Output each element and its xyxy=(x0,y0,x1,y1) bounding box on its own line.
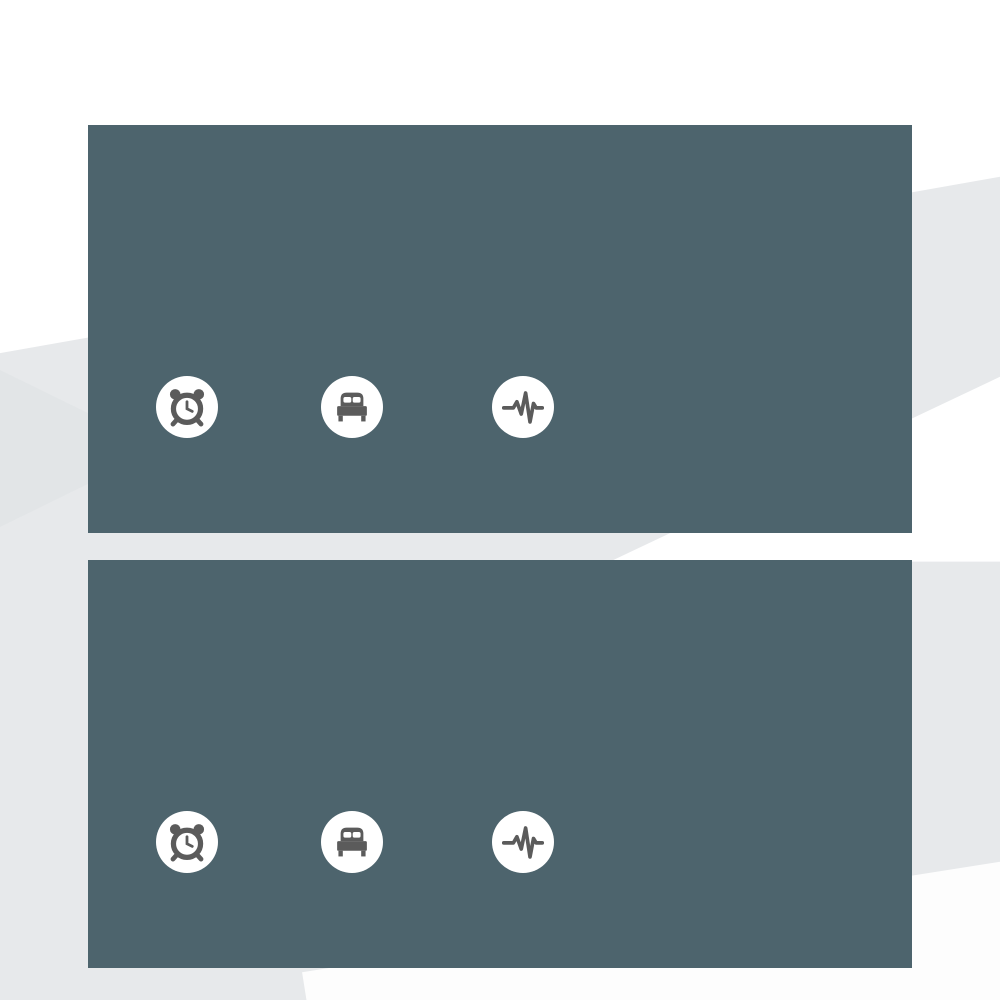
after-panel xyxy=(88,560,912,968)
y-axis-label-20db xyxy=(112,238,198,272)
alarm-clock-icon xyxy=(169,389,205,427)
bed-icon xyxy=(337,392,367,422)
page-title xyxy=(0,36,1000,112)
pulse-icon xyxy=(502,391,544,424)
y-axis-label-30db xyxy=(112,637,198,671)
y-axis-label-10db xyxy=(112,710,198,744)
pulse-icon xyxy=(502,826,544,859)
snore-waveform-chart-before xyxy=(205,150,855,339)
stat-sleep-duration-icon-wrap xyxy=(321,811,383,873)
y-axis-label-40db xyxy=(112,166,198,200)
y-axis-label-20db xyxy=(112,673,198,707)
y-axis-label-10db xyxy=(112,275,198,309)
stat-snore-time-icon-wrap xyxy=(492,376,554,438)
stat-time-range-icon-wrap xyxy=(156,376,218,438)
stat-snore-time-icon-wrap xyxy=(492,811,554,873)
snore-score-gauge-after xyxy=(635,794,855,914)
stat-sleep-duration-icon-wrap xyxy=(321,376,383,438)
before-panel xyxy=(88,125,912,533)
y-axis-label-40db xyxy=(112,601,198,635)
alarm-clock-icon xyxy=(169,824,205,862)
snore-waveform-chart-after xyxy=(205,585,855,774)
snore-score-gauge-before xyxy=(635,359,855,479)
stat-time-range-icon-wrap xyxy=(156,811,218,873)
y-axis-label-30db xyxy=(112,202,198,236)
bed-icon xyxy=(337,827,367,857)
